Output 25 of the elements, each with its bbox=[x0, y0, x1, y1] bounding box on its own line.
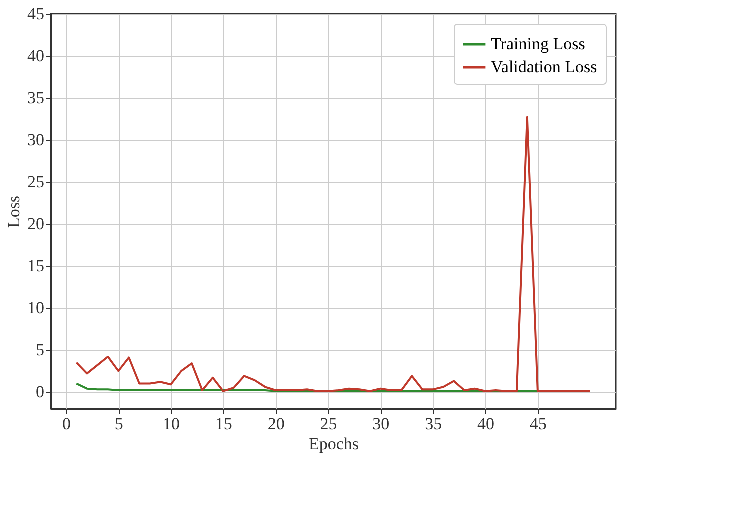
x-tick-label: 45 bbox=[530, 414, 547, 434]
y-tick-label: 20 bbox=[28, 214, 44, 234]
legend-label: Training Loss bbox=[491, 34, 586, 54]
y-axis-title: Loss bbox=[4, 196, 24, 228]
x-tick-label: 15 bbox=[215, 414, 232, 434]
x-tick-label: 10 bbox=[163, 414, 180, 434]
legend-label: Validation Loss bbox=[491, 58, 598, 76]
x-tick-label: 20 bbox=[268, 414, 285, 434]
y-tick-label: 35 bbox=[28, 88, 44, 108]
x-tick-label: 5 bbox=[114, 414, 124, 434]
x-tick-label: 25 bbox=[320, 414, 338, 434]
y-tick-label: 40 bbox=[28, 46, 44, 66]
x-tick-label: 40 bbox=[477, 414, 494, 434]
x-tick-label: 30 bbox=[372, 414, 390, 434]
x-tick-label: 35 bbox=[425, 414, 442, 434]
y-tick-label: 45 bbox=[28, 4, 44, 24]
x-tick-label: 0 bbox=[62, 414, 71, 434]
y-tick-label: 15 bbox=[28, 256, 44, 276]
y-tick-label: 5 bbox=[36, 340, 44, 360]
y-tick-label: 30 bbox=[28, 130, 44, 150]
y-tick-label: 10 bbox=[28, 298, 44, 318]
y-tick-label: 25 bbox=[28, 172, 44, 192]
x-axis-title: Epochs bbox=[308, 434, 360, 454]
line-series bbox=[76, 116, 592, 392]
y-tick-label: 0 bbox=[36, 382, 44, 402]
